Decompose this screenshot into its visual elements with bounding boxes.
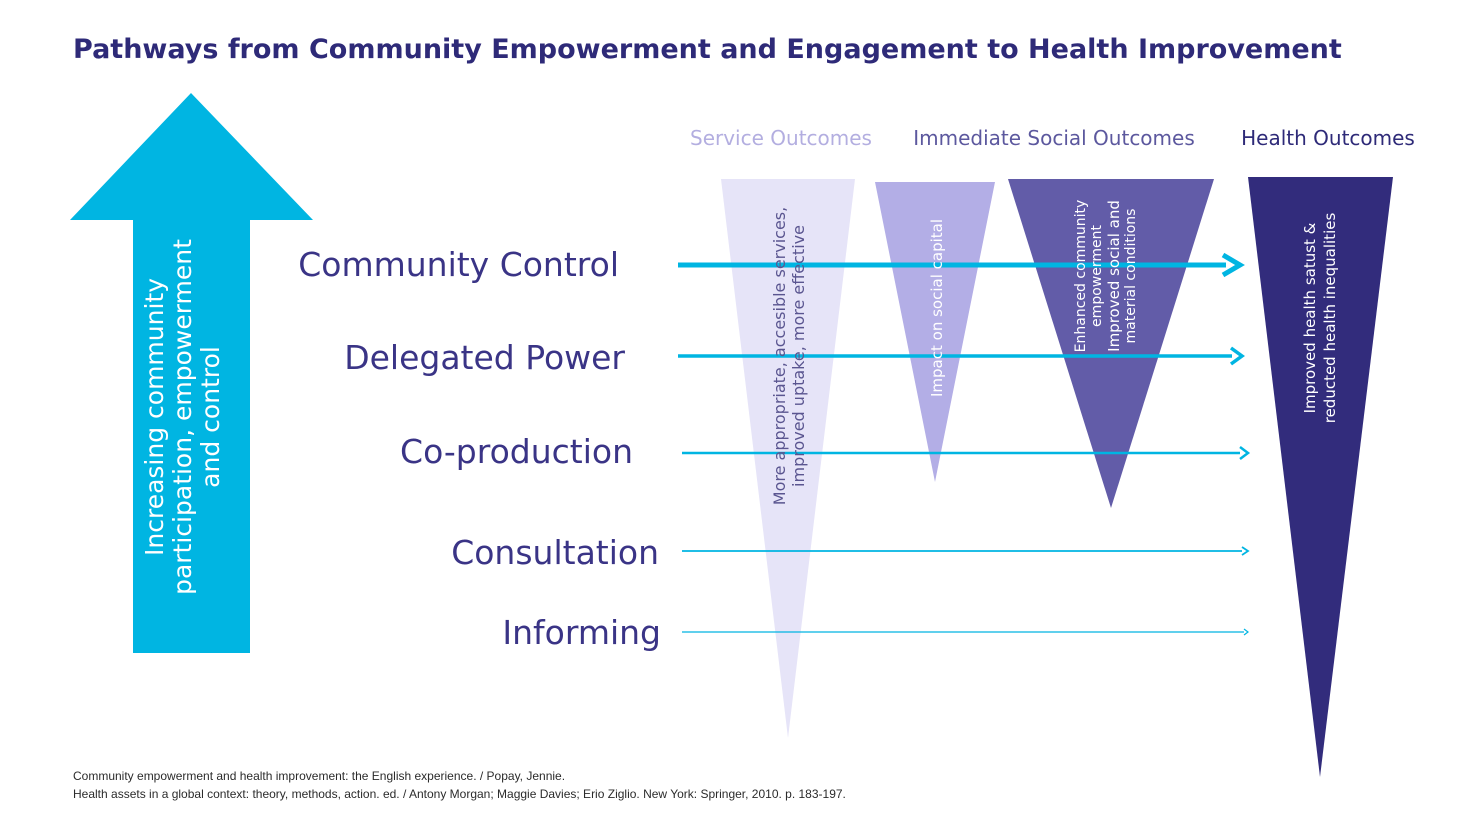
wedge-social-outcomes-text-line-2: empowerment xyxy=(1089,225,1105,327)
up-arrow-icon xyxy=(70,93,313,653)
wedge-health-text-line-1: Improved health satust & xyxy=(1301,222,1319,413)
arrow-caption-line-3: and control xyxy=(196,346,225,488)
level-line-consultation xyxy=(682,546,1250,556)
level-line-informing xyxy=(682,628,1249,636)
wedge-social-capital xyxy=(875,182,995,482)
wedge-social-outcomes-text-line-4: material conditions xyxy=(1123,209,1139,344)
wedge-health-text-line-2: reducted health inequalities xyxy=(1321,213,1339,424)
reference-2: Health assets in a global context: theor… xyxy=(73,787,846,801)
wedge-service-text: More appropriate, accesible services, im… xyxy=(770,207,808,505)
level-label-delegated-power: Delegated Power xyxy=(344,338,625,377)
wedge-service-outcomes xyxy=(721,179,855,738)
diagram-title: Pathways from Community Empowerment and … xyxy=(73,34,1342,65)
wedge-social-outcomes-text: Enhanced community empowerment Improved … xyxy=(1073,200,1139,353)
level-label-informing: Informing xyxy=(502,613,661,652)
wedge-social-outcomes-text-line-3: Improved social and xyxy=(1105,200,1123,352)
wedge-health-text: Improved health satust & reducted health… xyxy=(1301,213,1339,424)
column-header-health: Health Outcomes xyxy=(1241,126,1415,150)
wedge-service-text-line-2: improved uptake, more effective xyxy=(789,225,808,487)
wedge-social-capital-text-line-1: Impact on social capital xyxy=(928,219,946,397)
arrow-caption-line-1: Increasing community xyxy=(140,278,169,556)
level-line-delegated-power xyxy=(678,346,1245,366)
wedge-social-outcomes xyxy=(1008,179,1214,508)
arrow-caption: Increasing community participation, empo… xyxy=(140,239,225,595)
wedge-health-outcomes xyxy=(1248,177,1393,777)
column-header-service: Service Outcomes xyxy=(690,126,872,150)
level-label-consultation: Consultation xyxy=(451,533,659,572)
reference-1: Community empowerment and health improve… xyxy=(73,769,565,783)
level-label-community-control: Community Control xyxy=(298,245,619,284)
column-header-social: Immediate Social Outcomes xyxy=(913,126,1195,150)
level-label-co-production: Co-production xyxy=(400,432,633,471)
arrow-caption-line-2: participation, empowerment xyxy=(168,239,197,595)
wedge-social-capital-text: Impact on social capital xyxy=(928,219,946,397)
wedge-service-text-line-1: More appropriate, accesible services, xyxy=(770,207,789,505)
wedge-social-outcomes-text-line-1: Enhanced community xyxy=(1073,200,1089,353)
level-line-co-production xyxy=(682,446,1251,460)
level-line-community-control xyxy=(678,252,1245,278)
